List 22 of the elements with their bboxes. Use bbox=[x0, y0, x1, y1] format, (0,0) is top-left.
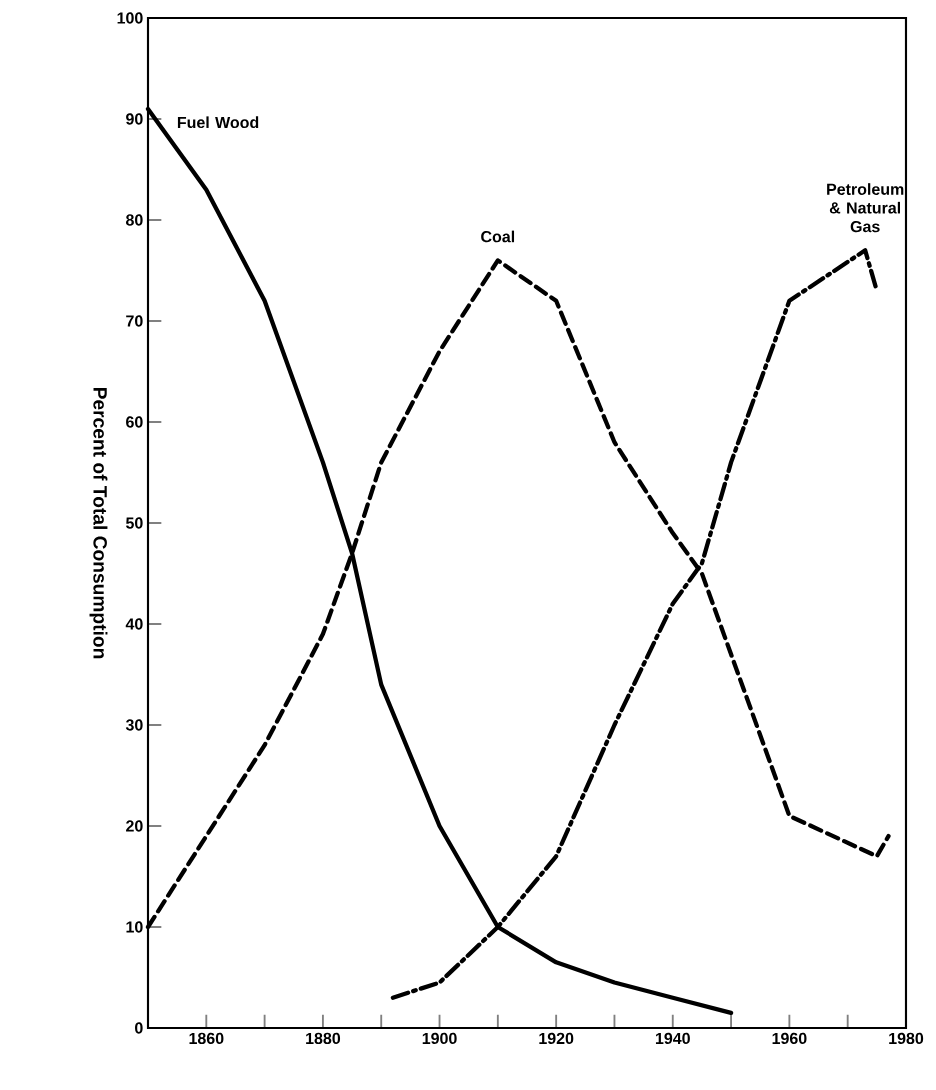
y-tick-label: 30 bbox=[125, 719, 143, 731]
y-tick-label: 0 bbox=[135, 1022, 143, 1034]
y-tick-label: 70 bbox=[126, 315, 143, 327]
y-axis-title: Percent of Total Consumption bbox=[89, 387, 108, 659]
y-tick-label: 60 bbox=[126, 416, 143, 428]
series-label: Coal bbox=[481, 230, 515, 243]
y-tick-label: 80 bbox=[125, 214, 143, 226]
x-tick-label: 1900 bbox=[422, 1032, 457, 1045]
y-tick-label: 20 bbox=[126, 820, 143, 832]
x-tick-label: 1960 bbox=[772, 1032, 807, 1045]
y-tick-label: 50 bbox=[125, 517, 143, 529]
x-tick-label: 1880 bbox=[306, 1032, 341, 1045]
x-tick-label: 1940 bbox=[655, 1032, 690, 1045]
x-tick-label: 1980 bbox=[889, 1032, 924, 1045]
y-tick-label: 40 bbox=[125, 618, 143, 630]
y-tick-label: 90 bbox=[126, 113, 143, 125]
series-label: Fuel Wood bbox=[177, 116, 259, 129]
text: Petroleum & Natural Gas bbox=[827, 183, 904, 233]
y-tick-label: 100 bbox=[117, 12, 143, 24]
x-tick-label: 1920 bbox=[539, 1032, 574, 1045]
x-tick-label: 1860 bbox=[189, 1032, 224, 1045]
y-tick-label: 10 bbox=[126, 921, 143, 933]
